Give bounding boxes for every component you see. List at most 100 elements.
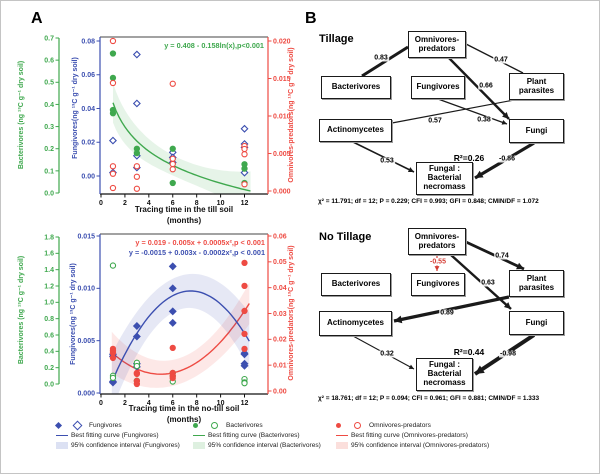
- svg-text:0.6: 0.6: [44, 58, 54, 65]
- path-coefficient-tillage: 0.83: [373, 54, 389, 62]
- path-tillage-fungivores-to-fungi: [437, 98, 508, 125]
- path-coefficient-no-tillage: 0.63: [480, 279, 496, 287]
- svg-text:2: 2: [123, 200, 127, 207]
- svg-text:0.2: 0.2: [44, 365, 54, 372]
- series-omnivores-predators: [109, 37, 248, 192]
- path-coefficient-tillage: 0.66: [478, 82, 494, 90]
- path-coefficient-tillage: 0.47: [493, 56, 509, 64]
- svg-text:Tracing time in the till soil: Tracing time in the till soil: [135, 205, 233, 214]
- svg-text:y = 0.019 - 0.005x + 0.0005x²,: y = 0.019 - 0.005x + 0.0005x²,p < 0.001: [135, 238, 265, 247]
- svg-text:12: 12: [241, 400, 249, 407]
- confidence-band-blue: [111, 273, 250, 394]
- curve-line-icon: [193, 434, 205, 436]
- svg-text:0.7: 0.7: [44, 35, 54, 42]
- legend-group-bacterivores: Bacterivores Best fitting curve (Bacteriv…: [193, 420, 321, 450]
- svg-text:1.4: 1.4: [44, 267, 54, 274]
- path-no-tillage-plant-parasites-to-actinomycetes: [393, 295, 510, 323]
- fit-curve-green: [112, 102, 251, 192]
- svg-text:0.3: 0.3: [44, 124, 54, 131]
- circle-open-icon: [354, 421, 361, 429]
- svg-text:0.005: 0.005: [77, 338, 95, 345]
- no-tillage-r2: R²=0.44: [453, 347, 485, 357]
- svg-text:0.03: 0.03: [273, 311, 287, 318]
- svg-text:Tracing time in the no-till so: Tracing time in the no-till soil: [129, 404, 240, 413]
- box-no-tillage-plant-parasites: Plant parasites: [509, 270, 564, 297]
- series-omnivores-predators: [109, 259, 248, 388]
- svg-text:0.08: 0.08: [81, 38, 95, 45]
- tillage-fit-stats: χ² = 11.791; df = 12; P = 0.229; CFI = 0…: [318, 198, 539, 205]
- svg-text:0.4: 0.4: [44, 102, 54, 109]
- svg-text:1.2: 1.2: [44, 283, 54, 290]
- svg-text:Bacterivores (ng ¹³C g⁻¹ dry s: Bacterivores (ng ¹³C g⁻¹ dry soil): [18, 256, 25, 364]
- svg-text:2: 2: [123, 400, 127, 407]
- svg-text:Omnivores-predators(ng ¹³C g⁻¹: Omnivores-predators(ng ¹³C g⁻¹ dry soil): [288, 245, 295, 380]
- box-tillage-bacterivores: Bacterivores: [321, 76, 391, 99]
- svg-text:0.02: 0.02: [81, 140, 95, 147]
- box-no-tillage-fungivores: Fungivores: [411, 273, 465, 296]
- svg-text:0.020: 0.020: [273, 38, 291, 45]
- curve-line-icon: [336, 434, 348, 436]
- svg-text:Bacterivores (ng ¹³C g⁻¹ dry s: Bacterivores (ng ¹³C g⁻¹ dry soil): [18, 61, 25, 169]
- path-tillage-actinomycetes-to-plant-parasites: [391, 99, 515, 124]
- path-tillage-actinomycetes-to-fungal-bacterial-necromass: [352, 141, 415, 173]
- svg-text:y = 0.408 - 0.158ln(x),p<0.001: y = 0.408 - 0.158ln(x),p<0.001: [164, 41, 264, 50]
- svg-text:0.6: 0.6: [44, 332, 54, 339]
- path-coefficient-tillage: -0.86: [498, 155, 516, 163]
- legend-group-fungivores: Fungivores Best fitting curve (Fungivores…: [54, 420, 180, 450]
- circle-open-icon: [211, 421, 218, 429]
- legend-series-name: Omnivores-predators: [369, 421, 431, 429]
- svg-text:10: 10: [217, 400, 225, 407]
- path-coefficient-no-tillage: -0.55: [429, 258, 447, 266]
- svg-text:0.2: 0.2: [44, 146, 54, 153]
- svg-text:0.05: 0.05: [273, 259, 287, 266]
- svg-text:0.5: 0.5: [44, 80, 54, 87]
- svg-text:0.4: 0.4: [44, 349, 54, 356]
- svg-text:1.0: 1.0: [44, 300, 54, 307]
- svg-text:Omnivores-predators(ng ¹³C g⁻¹: Omnivores-predators(ng ¹³C g⁻¹ dry soil): [288, 47, 295, 182]
- box-no-tillage-fungi: Fungi: [509, 311, 564, 335]
- box-tillage-fungivores: Fungivores: [411, 76, 465, 99]
- svg-text:4: 4: [147, 400, 151, 407]
- legend-curve-label: Best fitting curve (Omnivores-predators): [351, 431, 468, 439]
- svg-text:0.015: 0.015: [77, 233, 95, 240]
- path-coefficient-tillage: 0.53: [379, 157, 395, 165]
- box-tillage-actinomycetes: Actinomycetes: [319, 119, 392, 142]
- svg-text:0.000: 0.000: [77, 390, 95, 397]
- svg-text:0.06: 0.06: [81, 72, 95, 79]
- confidence-band-icon: [56, 441, 68, 449]
- box-tillage-fungi: Fungi: [509, 119, 564, 143]
- circle-solid-icon: [336, 422, 341, 428]
- confidence-band-icon: [336, 441, 348, 449]
- svg-text:0: 0: [99, 400, 103, 407]
- box-tillage-fungal-bacterial-necromass: Fungal : Bacterial necromass: [416, 162, 473, 195]
- svg-text:6: 6: [171, 400, 175, 407]
- path-coefficient-tillage: 0.57: [427, 117, 443, 125]
- svg-text:0.04: 0.04: [81, 106, 95, 113]
- box-no-tillage-omnivores-predators: Omnivores-predators: [408, 228, 466, 255]
- path-coefficient-no-tillage: 0.32: [379, 350, 395, 358]
- legend-curve-label: Best fitting curve (Fungivores): [71, 431, 159, 439]
- box-tillage-plant-parasites: Plant parasites: [509, 73, 564, 100]
- no-tillage-title: No Tillage: [319, 231, 372, 243]
- svg-text:8: 8: [195, 400, 199, 407]
- path-coefficient-no-tillage: 0.74: [494, 252, 510, 260]
- plot-area-till: [108, 37, 251, 194]
- svg-text:0.005: 0.005: [273, 151, 291, 158]
- chart-legend: Fungivores Best fitting curve (Fungivores…: [1, 420, 599, 454]
- svg-text:0.000: 0.000: [273, 188, 291, 195]
- curve-line-icon: [56, 434, 68, 436]
- svg-text:8: 8: [195, 200, 199, 207]
- svg-text:0.00: 0.00: [81, 173, 95, 180]
- svg-text:1.8: 1.8: [44, 234, 54, 241]
- svg-text:0.0: 0.0: [44, 381, 54, 388]
- svg-text:0.01: 0.01: [273, 363, 287, 370]
- svg-text:0.02: 0.02: [273, 337, 287, 344]
- svg-text:0.010: 0.010: [77, 286, 95, 293]
- path-coefficient-no-tillage: 0.89: [439, 309, 455, 317]
- svg-text:0.04: 0.04: [273, 285, 287, 292]
- svg-text:0.015: 0.015: [273, 76, 291, 83]
- box-no-tillage-actinomycetes: Actinomycetes: [319, 311, 392, 336]
- box-tillage-omnivores-predators: Omnivores-predators: [408, 31, 466, 58]
- svg-text:12: 12: [241, 200, 249, 207]
- legend-ci-label: 95% confidence interval (Fungivores): [71, 441, 180, 449]
